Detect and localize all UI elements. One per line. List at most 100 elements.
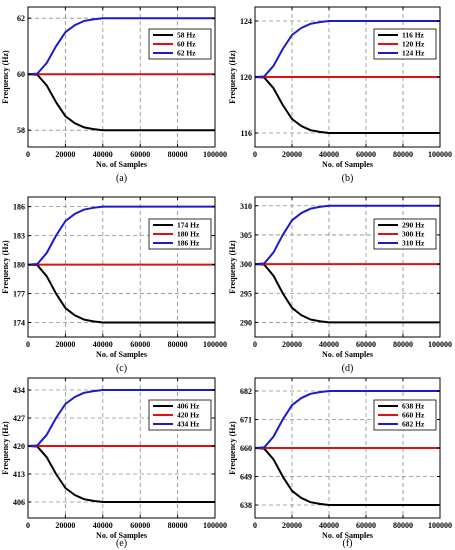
x-axis-label: No. of Samples (322, 160, 373, 169)
plot-frame (27, 6, 216, 148)
x-tick-label: 0 (26, 340, 30, 349)
y-axis-label: Frequency (Hz) (1, 50, 10, 104)
x-tick-label: 0 (253, 340, 257, 349)
legend-label: 124 Hz (402, 49, 425, 58)
y-tick-label: 671 (240, 415, 252, 424)
chart-panel-2: 0 20000 40000 60000 80000 100000 116 120 124 No. … (228, 6, 452, 184)
y-tick-label: 295 (240, 289, 252, 298)
x-tick-label: 0 (253, 150, 257, 159)
panel-caption: (b) (342, 173, 354, 184)
y-tick-label: 186 (13, 203, 25, 212)
x-tick-label: 40000 (319, 150, 339, 159)
series-line-black (254, 263, 440, 324)
chart-panel-6: 0 20000 40000 60000 80000 100000 638 649 660 671 6… (228, 377, 452, 549)
x-tick-label: 20000 (282, 340, 302, 349)
legend-label: 60 Hz (177, 40, 196, 49)
x-tick-label: 100000 (428, 521, 452, 530)
legend-label: 62 Hz (177, 49, 196, 58)
series-line-black (27, 73, 215, 132)
y-tick-label: 682 (240, 387, 252, 396)
x-tick-label: 0 (26, 521, 30, 530)
y-tick-label: 177 (13, 290, 25, 299)
x-tick-label: 80000 (393, 150, 413, 159)
x-tick-label: 80000 (393, 521, 413, 530)
legend-label: 174 Hz (177, 221, 200, 230)
chart-panel-1: 0 20000 40000 60000 80000 100000 58 60 62 No. of … (1, 6, 227, 184)
x-tick-label: 20000 (55, 340, 75, 349)
series-line-blue (27, 389, 215, 447)
y-tick-label: 58 (17, 126, 25, 135)
x-axis-label: No. of Samples (322, 350, 373, 359)
series-line-blue (254, 204, 440, 266)
legend-label: 682 Hz (402, 420, 425, 429)
x-tick-label: 40000 (93, 521, 113, 530)
plot-frame (254, 196, 441, 338)
x-tick-label: 60000 (356, 340, 376, 349)
x-tick-label: 60000 (130, 150, 150, 159)
x-tick-label: 0 (253, 521, 257, 530)
y-axis-label: Frequency (Hz) (228, 240, 237, 294)
legend-label: 638 Hz (402, 402, 425, 411)
x-tick-label: 40000 (319, 340, 339, 349)
x-tick-label: 20000 (55, 150, 75, 159)
x-tick-label: 20000 (282, 150, 302, 159)
y-tick-label: 413 (13, 470, 25, 479)
series-line-black (254, 447, 440, 507)
x-tick-label: 100000 (428, 340, 452, 349)
x-tick-label: 40000 (93, 340, 113, 349)
x-tick-label: 100000 (203, 150, 227, 159)
x-tick-label: 20000 (55, 521, 75, 530)
y-tick-label: 120 (240, 73, 252, 82)
y-tick-label: 300 (240, 260, 252, 269)
chart-panel-3: 0 20000 40000 60000 80000 100000 174 177 180 183 1… (1, 196, 227, 374)
y-tick-label: 420 (13, 442, 25, 451)
y-tick-label: 180 (13, 261, 25, 270)
x-tick-label: 80000 (168, 150, 188, 159)
x-tick-label: 60000 (356, 150, 376, 159)
y-tick-label: 427 (13, 414, 25, 423)
x-tick-label: 80000 (168, 340, 188, 349)
y-axis-label: Frequency (Hz) (1, 240, 10, 294)
y-tick-label: 305 (240, 231, 252, 240)
legend-label: 660 Hz (402, 411, 425, 420)
y-tick-label: 434 (13, 386, 25, 395)
legend-label: 420 Hz (177, 411, 200, 420)
plot-frame (27, 377, 216, 519)
x-tick-label: 60000 (356, 521, 376, 530)
panel-caption: (a) (116, 173, 127, 184)
series-line-blue (27, 17, 215, 76)
x-axis-label: No. of Samples (96, 160, 147, 169)
legend-label: 310 Hz (402, 239, 425, 248)
chart-panel-4: 0 20000 40000 60000 80000 100000 290 295 300 305 3… (228, 196, 452, 374)
x-tick-label: 80000 (393, 340, 413, 349)
y-tick-label: 60 (17, 70, 25, 79)
panel-caption: (c) (116, 363, 127, 374)
series-line-blue (254, 20, 440, 78)
y-tick-label: 310 (240, 202, 252, 211)
panel-caption: (f) (343, 538, 353, 549)
legend-label: 116 Hz (402, 31, 425, 40)
legend-label: 186 Hz (177, 239, 200, 248)
y-tick-label: 649 (240, 473, 252, 482)
x-tick-label: 0 (26, 150, 30, 159)
y-axis-label: Frequency (Hz) (1, 421, 10, 475)
x-tick-label: 40000 (319, 521, 339, 530)
y-tick-label: 62 (17, 14, 25, 23)
x-tick-label: 20000 (282, 521, 302, 530)
x-tick-label: 100000 (428, 150, 452, 159)
legend-label: 58 Hz (177, 31, 196, 40)
x-tick-label: 60000 (130, 521, 150, 530)
series-line-blue (27, 205, 215, 266)
x-axis-label: No. of Samples (322, 531, 373, 540)
plot-frame (27, 196, 216, 338)
x-tick-label: 100000 (203, 521, 227, 530)
y-tick-label: 174 (13, 319, 25, 328)
y-axis-label: Frequency (Hz) (228, 50, 237, 104)
x-tick-label: 100000 (203, 340, 227, 349)
legend-label: 406 Hz (177, 402, 200, 411)
